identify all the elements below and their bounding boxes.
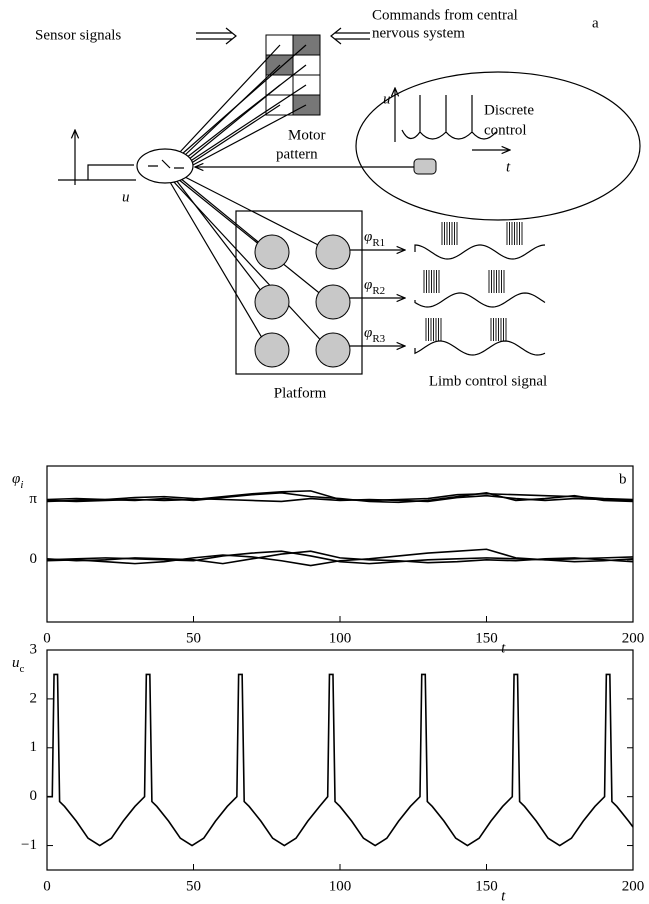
phi-label: φR1 xyxy=(364,229,385,248)
connections xyxy=(169,44,329,349)
phi-symbol: φ xyxy=(364,229,372,245)
limb-wave xyxy=(414,340,546,356)
platform xyxy=(235,210,363,375)
command-label: nervous system xyxy=(372,25,465,41)
double-arrow xyxy=(196,27,370,45)
y-tick-label: 0 xyxy=(30,551,38,567)
x-tick-label: 0 xyxy=(43,630,51,646)
t-label: t xyxy=(506,159,511,175)
y-tick-label: 3 xyxy=(30,641,38,657)
y-tick-label: 0 xyxy=(30,788,38,804)
phi-label: φR2 xyxy=(364,277,385,296)
y-axis-label: φi xyxy=(12,471,23,490)
data-line xyxy=(46,491,634,504)
motor-label: Motor xyxy=(288,127,326,143)
control-ellipse xyxy=(355,71,641,221)
x-tick-label: 200 xyxy=(622,630,645,646)
y-tick-label: 1 xyxy=(30,739,38,755)
phi-symbol: φ xyxy=(364,277,372,293)
y-axis-label: uc xyxy=(12,655,25,674)
switch xyxy=(148,159,184,169)
x-tick-label: 50 xyxy=(186,878,201,894)
x-tick-label: 50 xyxy=(186,630,201,646)
y-axis-subscript: c xyxy=(20,663,25,675)
limb-wave xyxy=(414,292,546,308)
discrete-plot xyxy=(395,88,510,150)
y-axis-subscript: i xyxy=(20,479,23,491)
neuron xyxy=(136,148,194,184)
platform-label: Platform xyxy=(274,385,327,401)
data-line xyxy=(46,550,634,565)
y-tick-label: −1 xyxy=(21,837,37,853)
limb-label: Limb control signal xyxy=(429,373,547,389)
panel-label: b xyxy=(619,471,627,487)
discrete-label: control xyxy=(484,122,527,138)
phi-subscript: R1 xyxy=(372,237,385,249)
controller xyxy=(413,158,437,175)
panel-label: a xyxy=(592,15,599,31)
sensor-label: Sensor signals xyxy=(35,27,121,43)
u-label: u xyxy=(383,91,391,107)
u-label: u xyxy=(122,189,130,205)
limbs xyxy=(254,234,351,368)
discrete-label: Discrete xyxy=(484,102,534,118)
phi-subscript: R2 xyxy=(372,285,385,297)
y-tick-label: 2 xyxy=(30,690,38,706)
plot-frame xyxy=(46,649,634,871)
x-tick-label: 0 xyxy=(43,878,51,894)
y-axis-symbol: φ xyxy=(12,471,20,487)
x-tick-label: 150 xyxy=(475,630,498,646)
x-tick-label: 200 xyxy=(622,878,645,894)
y-axis-symbol: u xyxy=(12,655,20,671)
limb-wave xyxy=(414,244,546,260)
x-tick-label: 100 xyxy=(329,878,352,894)
x-axis-label: t xyxy=(501,888,506,904)
x-axis-label: t xyxy=(501,640,506,656)
input-axes xyxy=(58,130,136,185)
plot-frame xyxy=(46,465,634,623)
diagram: a Sensor signals Commands from central n… xyxy=(35,7,641,401)
x-tick-label: 100 xyxy=(329,630,352,646)
command-label: Commands from central xyxy=(372,7,518,23)
y-tick-label: π xyxy=(29,491,37,507)
phi-subscript: R3 xyxy=(372,333,385,345)
x-tick-label: 150 xyxy=(475,878,498,894)
data-line xyxy=(47,673,634,847)
motor-label: pattern xyxy=(276,146,318,162)
phi-label: φR3 xyxy=(364,325,386,344)
phi-symbol: φ xyxy=(364,325,372,341)
